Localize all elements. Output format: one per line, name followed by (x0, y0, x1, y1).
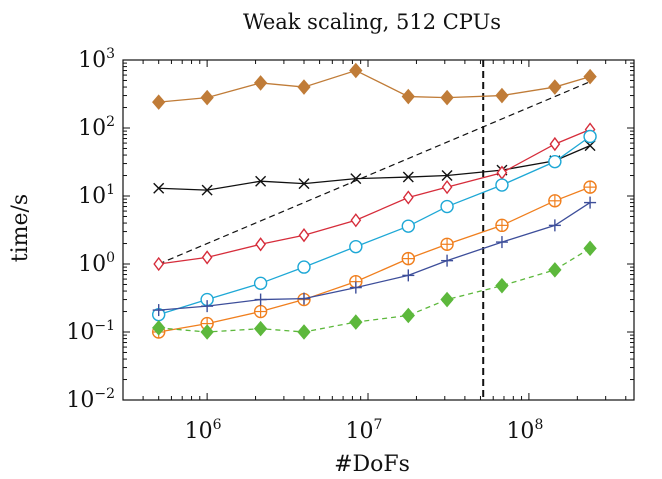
y-tick-label: 100 (78, 250, 115, 277)
series-line (158, 135, 591, 316)
data-point (254, 293, 267, 306)
y-tick-label: 101 (78, 182, 115, 209)
x-tick-label: 106 (185, 417, 222, 444)
data-point (349, 239, 363, 254)
data-point (297, 79, 311, 95)
data-point (495, 178, 509, 192)
data-point (401, 88, 415, 105)
data-point (495, 218, 509, 233)
data-point (152, 94, 166, 110)
data-point (548, 262, 562, 278)
data-point (349, 281, 362, 294)
data-point (297, 324, 311, 340)
data-point (350, 173, 362, 185)
data-point (201, 300, 214, 313)
data-point (298, 228, 310, 243)
reference-slope-line (158, 81, 591, 265)
data-point (495, 87, 509, 104)
data-point (401, 251, 416, 266)
data-point (201, 250, 213, 265)
data-point (549, 136, 561, 152)
data-point (583, 129, 597, 144)
data-point (441, 254, 454, 267)
y-axis-label: time/s (8, 194, 33, 262)
data-point (548, 154, 562, 169)
data-point (253, 75, 268, 91)
data-point (401, 307, 415, 324)
data-point (253, 320, 268, 337)
data-point (584, 196, 597, 209)
chart-title: Weak scaling, 512 CPUs (243, 10, 501, 34)
data-point (255, 175, 267, 187)
data-point (441, 170, 453, 182)
y-tick-label: 102 (78, 114, 115, 141)
data-point-x-b (201, 184, 213, 196)
data-point (583, 180, 597, 194)
data-point (440, 89, 454, 106)
data-point (153, 256, 165, 272)
y-tick-label: 10−1 (66, 318, 115, 345)
series-line (158, 202, 591, 311)
data-point (253, 304, 268, 319)
data-point (201, 184, 213, 196)
data-point (495, 236, 508, 249)
data-point-x-b (350, 173, 362, 185)
data-point (255, 237, 266, 252)
series-3 (153, 122, 596, 272)
data-point (200, 89, 214, 106)
data-point (402, 269, 415, 282)
data-point (548, 79, 562, 95)
series-line (158, 186, 591, 333)
data-point (583, 68, 597, 85)
data-point-x-b (584, 140, 596, 152)
data-point (200, 324, 214, 340)
series-6 (152, 196, 597, 317)
data-point-x-b (402, 171, 414, 183)
data-point (583, 240, 597, 257)
y-tick-label: 103 (78, 46, 115, 73)
x-tick-label: 108 (506, 417, 543, 444)
data-point (298, 178, 310, 190)
data-point (153, 182, 165, 194)
x-axis-label: #DoFs (334, 452, 410, 477)
series-4 (151, 129, 597, 322)
data-point (297, 292, 310, 305)
data-point-x-b (298, 178, 310, 190)
series-2 (153, 140, 596, 196)
data-point (349, 62, 363, 79)
data-point (440, 291, 454, 308)
data-point (402, 190, 414, 205)
data-point (496, 165, 508, 180)
data-point (440, 199, 454, 214)
data-point-x-b (153, 182, 165, 194)
data-point-x-b (441, 170, 453, 182)
data-point (548, 194, 562, 208)
data-point (584, 140, 596, 152)
plot-layer: 106 107 108 10−2 10−1 100 101 102 103 (66, 46, 634, 444)
data-point (495, 277, 509, 294)
y-tick-label: 10−2 (66, 386, 115, 413)
data-point (440, 237, 454, 251)
data-point (402, 171, 414, 183)
series-line (158, 128, 591, 265)
series-line (158, 145, 591, 191)
data-point (548, 219, 561, 232)
series-line (158, 247, 591, 333)
data-point (441, 179, 453, 195)
data-point (401, 219, 416, 233)
data-point (152, 304, 165, 317)
series-5 (151, 180, 597, 339)
data-point (349, 314, 363, 330)
data-point (350, 213, 362, 228)
x-tick-label: 107 (346, 417, 383, 444)
series-line (158, 69, 591, 103)
series-7 (152, 240, 597, 340)
plot-frame (122, 59, 635, 401)
data-point (152, 320, 166, 336)
data-point (297, 260, 311, 274)
data-point-x-b (255, 175, 267, 187)
series-1 (152, 62, 597, 110)
data-point (253, 276, 268, 291)
